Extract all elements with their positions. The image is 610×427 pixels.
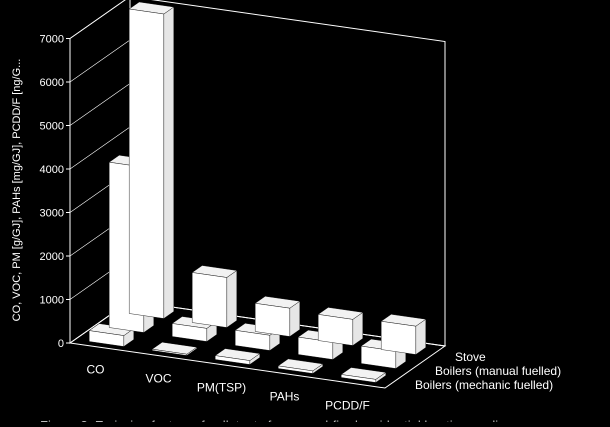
bar xyxy=(214,348,261,365)
y-axis-title: CO, VOC, PM [g/GJ], PAHs [mg/GJ], PCDD/F… xyxy=(11,59,23,322)
bar-front xyxy=(234,330,270,351)
y-tick-label: 3000 xyxy=(40,208,64,220)
figure-caption: Figure 3. Emission factors of pollutants… xyxy=(40,418,533,422)
y-tick-label: 4000 xyxy=(40,164,64,176)
bar-front xyxy=(278,365,313,374)
x-category-label: PCDD/F xyxy=(325,399,370,413)
bar-front xyxy=(318,314,353,346)
y-tick-label: 5000 xyxy=(40,121,64,133)
bar xyxy=(151,341,198,356)
bar-front xyxy=(214,355,251,365)
y-tick-label: 0 xyxy=(58,338,64,350)
bar-side xyxy=(226,270,238,328)
series-label: Boilers (mechanic fuelled) xyxy=(415,378,553,392)
x-category-label: PAHs xyxy=(270,390,300,404)
y-tick-label: 6000 xyxy=(40,77,64,89)
bar-side xyxy=(163,6,175,319)
y-gridline xyxy=(69,83,131,126)
bar xyxy=(340,367,387,383)
x-category-label: VOC xyxy=(145,372,171,386)
bar-front xyxy=(171,323,208,342)
back-wall xyxy=(129,0,446,347)
bar-front xyxy=(88,330,125,347)
bar xyxy=(88,323,135,347)
series-label: Stove xyxy=(455,350,486,364)
bar-front xyxy=(381,321,416,355)
bar xyxy=(191,265,238,328)
y-tick-label: 7000 xyxy=(40,34,64,46)
bar-front xyxy=(254,303,290,337)
bar xyxy=(380,314,427,355)
bar xyxy=(128,1,175,319)
bar-front xyxy=(341,374,376,383)
y-gridline xyxy=(69,0,126,39)
y-tick-label: 1000 xyxy=(40,295,64,307)
bar-front xyxy=(191,272,228,328)
bar-front xyxy=(128,8,165,319)
x-category-label: PM(TSP) xyxy=(197,381,246,395)
bar xyxy=(317,307,364,346)
bar xyxy=(254,296,301,337)
bar xyxy=(277,358,324,374)
y-gridline xyxy=(69,126,131,170)
x-category-label: CO xyxy=(87,363,105,377)
chart-bars xyxy=(88,1,427,383)
series-label: Boilers (manual fuelled) xyxy=(435,364,561,378)
y-gridline xyxy=(69,39,131,83)
bar-front xyxy=(151,348,188,356)
y-tick-label: 2000 xyxy=(40,251,64,263)
